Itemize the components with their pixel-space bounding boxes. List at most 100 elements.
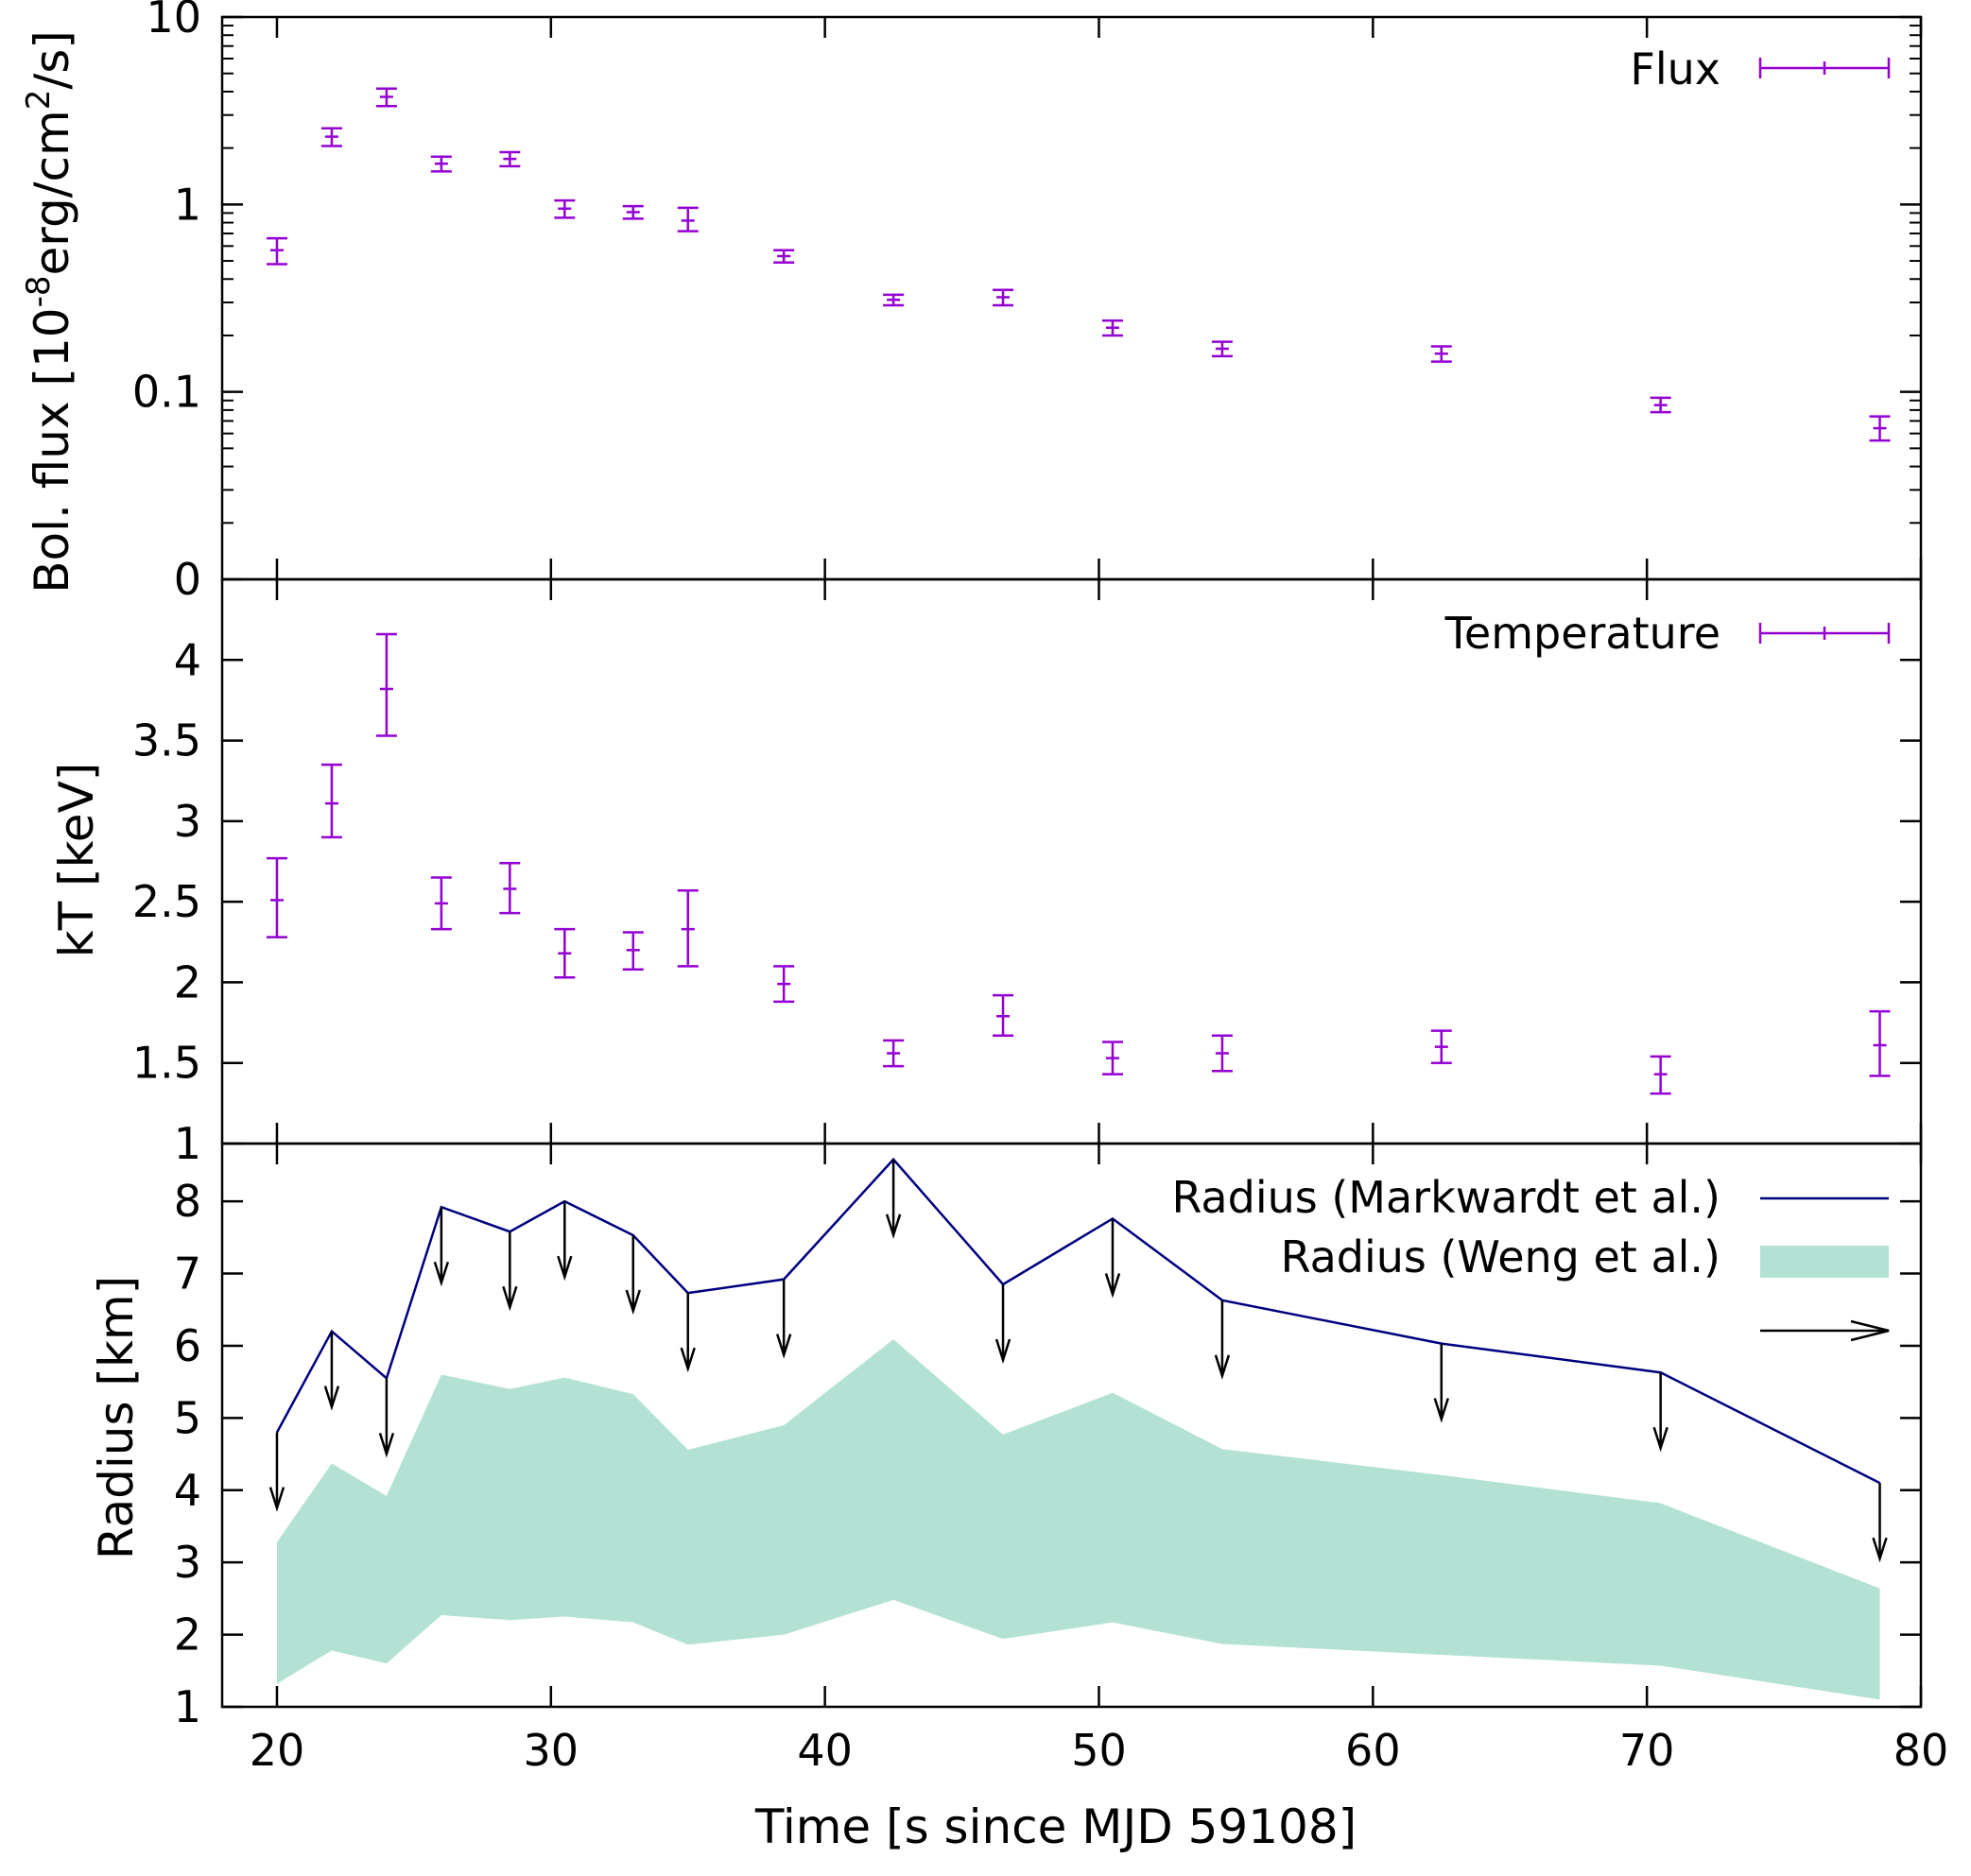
upper-limit-arrow xyxy=(994,1284,1011,1365)
arrow-head xyxy=(1652,1426,1668,1453)
legend-markwardt-label: Radius (Markwardt et al.) xyxy=(1171,1172,1720,1223)
weng-radius-band xyxy=(276,1339,1880,1700)
upper-limit-arrow xyxy=(680,1293,696,1373)
data-point xyxy=(1869,415,1891,442)
data-point xyxy=(320,763,342,839)
plot-frame xyxy=(220,1142,1923,1709)
data-point xyxy=(993,288,1014,307)
y-tick-label: 5 xyxy=(174,1392,201,1443)
data-point xyxy=(499,861,521,915)
data-point xyxy=(993,993,1014,1037)
y-tick-label: 4 xyxy=(174,634,201,685)
data-point xyxy=(1650,1055,1671,1095)
legend-temperature-label: Temperature xyxy=(1444,608,1720,659)
data-point xyxy=(375,87,397,108)
upper-limit-arrow xyxy=(433,1207,450,1287)
data-point xyxy=(773,965,795,1004)
y-tick-label: 2 xyxy=(174,1609,201,1661)
arrow-head xyxy=(885,1213,902,1239)
temperature-panel: 1 1.5 2 2.5 3 3.5 4 xyxy=(132,577,1923,1169)
data-point xyxy=(1211,1034,1233,1073)
data-point xyxy=(1430,345,1452,363)
y-tick-label: 2 xyxy=(174,956,201,1007)
y-tick-label: 1 xyxy=(174,1681,201,1732)
plot-frame xyxy=(220,15,1923,581)
y-tick-label: 1.5 xyxy=(132,1038,201,1089)
x-tick-label: 70 xyxy=(1619,1725,1675,1776)
arrow-head xyxy=(323,1385,340,1411)
arrow-head xyxy=(1872,1537,1888,1563)
y-tick-label: 1 xyxy=(174,1118,201,1169)
x-tick-label: 80 xyxy=(1893,1725,1949,1776)
y-axis-title-flux: Bol. flux [10-8erg/cm2/s] xyxy=(20,30,79,594)
data-point xyxy=(554,927,576,979)
x-tick-label: 30 xyxy=(524,1725,579,1776)
arrow-head xyxy=(625,1289,641,1316)
upper-limit-arrow xyxy=(268,1432,285,1512)
radius-panel: 20 30 40 50 60 70 80 1 2 3 4 5 6 7 8 xyxy=(174,1142,1949,1776)
upper-limit-arrow xyxy=(1214,1299,1231,1380)
y-tick-label: 8 xyxy=(174,1176,201,1227)
upper-limit-arrow xyxy=(557,1201,573,1282)
upper-limit-arrow xyxy=(378,1378,395,1458)
y-tick-label: 3 xyxy=(174,796,201,847)
data-point xyxy=(1869,1009,1891,1077)
data-point xyxy=(622,204,644,220)
plot-frame xyxy=(220,577,1923,1145)
data-point xyxy=(266,856,287,938)
upper-limit-arrow xyxy=(502,1231,518,1312)
data-point xyxy=(677,888,699,968)
arrow-head xyxy=(268,1487,285,1512)
legend-weng-label: Radius (Weng et al.) xyxy=(1281,1231,1720,1282)
y-tick-label: 1 xyxy=(174,179,201,230)
arrow-head xyxy=(378,1432,395,1458)
data-point xyxy=(320,127,342,147)
data-point xyxy=(1101,319,1123,337)
y-tick-label: 0.1 xyxy=(132,367,201,418)
y-tick-label: 6 xyxy=(174,1320,201,1371)
data-point xyxy=(1101,1041,1123,1076)
y-axis-title-temperature: kT [keV] xyxy=(49,763,104,958)
upper-limit-arrow xyxy=(1104,1218,1121,1299)
arrow-head xyxy=(994,1338,1011,1365)
upper-limit-arrow xyxy=(323,1331,340,1411)
arrow-head xyxy=(1433,1398,1449,1423)
x-tick-label: 20 xyxy=(250,1725,305,1776)
upper-limit-arrow xyxy=(625,1235,641,1316)
data-point xyxy=(677,206,699,232)
markwardt-radius-line xyxy=(275,1157,1881,1485)
upper-limit-arrow xyxy=(775,1279,792,1359)
data-point xyxy=(375,632,397,737)
x-tick-label: 50 xyxy=(1071,1725,1127,1776)
data-point xyxy=(622,931,644,972)
legend-weng-sample xyxy=(1760,1246,1889,1278)
data-point xyxy=(430,876,452,931)
upper-limit-arrow xyxy=(885,1159,902,1239)
x-tick-label: 60 xyxy=(1345,1725,1401,1776)
arrow-head xyxy=(502,1285,518,1312)
y-tick-label: 2.5 xyxy=(132,876,201,927)
legend-arrow-head xyxy=(1850,1319,1890,1342)
x-axis-title: Time [s since MJD 59108] xyxy=(754,1799,1357,1854)
data-point xyxy=(773,249,795,265)
data-point xyxy=(883,293,905,307)
arrow-head xyxy=(775,1334,792,1359)
y-tick-label: 4 xyxy=(174,1465,201,1516)
arrow-head xyxy=(1214,1354,1231,1380)
data-point xyxy=(1430,1029,1452,1064)
data-point xyxy=(1650,396,1671,414)
data-point xyxy=(883,1039,905,1068)
arrow-head xyxy=(1104,1273,1121,1299)
data-point xyxy=(1211,340,1233,358)
arrow-head xyxy=(433,1261,450,1287)
legend-flux-label: Flux xyxy=(1630,43,1720,95)
x-tick-label: 40 xyxy=(797,1725,853,1776)
upper-limit-arrow xyxy=(1872,1483,1888,1563)
arrow-head xyxy=(557,1255,573,1282)
data-point xyxy=(430,155,452,173)
y-tick-label: 0 xyxy=(174,554,201,605)
data-point xyxy=(554,198,576,219)
data-point xyxy=(266,236,287,266)
upper-limit-arrow xyxy=(1652,1372,1668,1453)
